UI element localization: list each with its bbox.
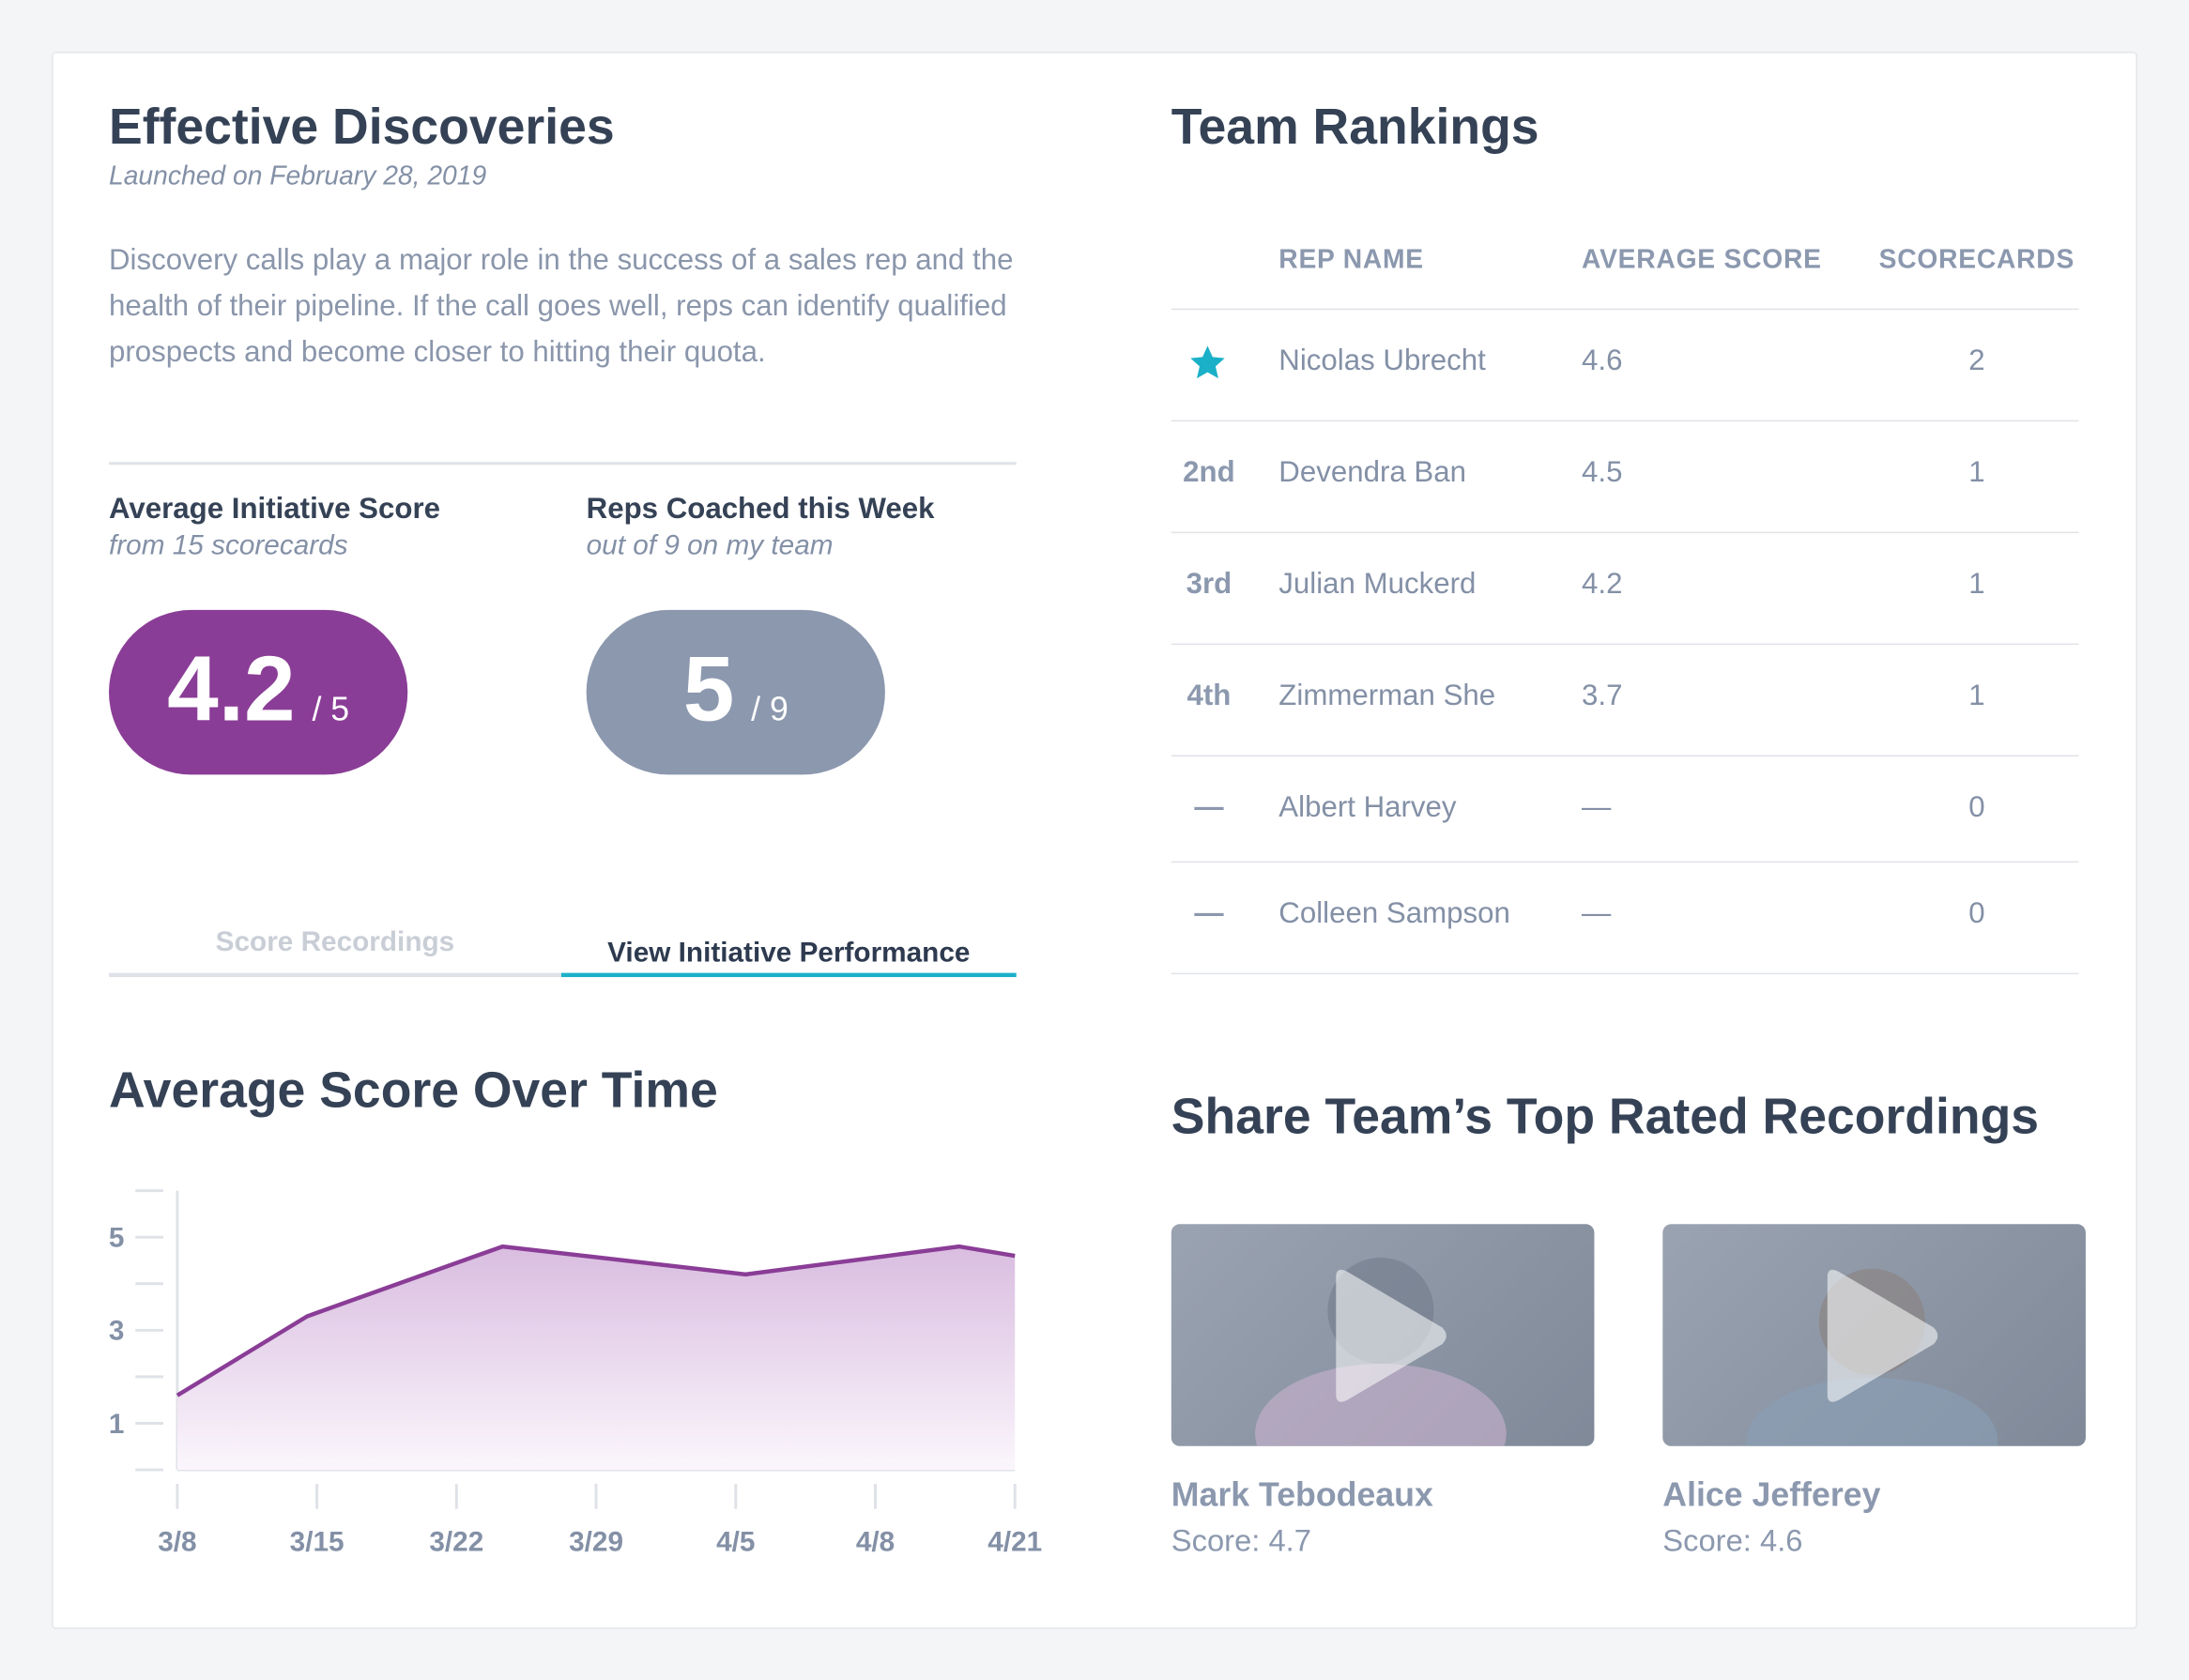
x-tick-label: 3/15 bbox=[290, 1526, 344, 1557]
x-tick-label: 3/22 bbox=[429, 1526, 483, 1557]
recording-score: Score: 4.7 bbox=[1171, 1523, 1311, 1560]
average-score: — bbox=[1582, 897, 1612, 930]
y-tick-label: 3 bbox=[109, 1316, 125, 1347]
scorecards: 0 bbox=[1968, 791, 1985, 824]
average-score: — bbox=[1582, 791, 1612, 824]
average-score: 3.7 bbox=[1582, 680, 1623, 712]
stat-scale: / 9 bbox=[751, 691, 788, 729]
initiative-title: Effective Discoveries bbox=[109, 98, 615, 156]
row-line bbox=[1171, 643, 2079, 646]
sharing-title: Share Team’s Top Rated Recordings bbox=[1171, 1087, 2040, 1145]
play-icon bbox=[1746, 1268, 1998, 1446]
stat-scale: / 5 bbox=[312, 691, 350, 729]
recording-name: Alice Jefferey bbox=[1662, 1476, 1881, 1515]
video-thumbnail[interactable] bbox=[1171, 1224, 1595, 1446]
star-icon bbox=[1188, 344, 1228, 383]
tab-underline bbox=[109, 972, 561, 978]
stat-sublabel: from 15 scorecards bbox=[109, 530, 348, 561]
scorecards: 1 bbox=[1968, 680, 1985, 712]
x-tick-label: 4/5 bbox=[716, 1526, 755, 1557]
score-value: 4.7 bbox=[1268, 1522, 1311, 1558]
average-score: 4.6 bbox=[1582, 344, 1623, 377]
row-line bbox=[1171, 972, 2079, 975]
rank: 3rd bbox=[1186, 568, 1232, 601]
scorecards: 2 bbox=[1968, 344, 1985, 377]
rep-name: Zimmerman She bbox=[1278, 680, 1496, 712]
play-icon bbox=[1255, 1258, 1507, 1446]
stat-sublabel: out of 9 on my team bbox=[586, 530, 834, 561]
scorecards: 1 bbox=[1968, 568, 1985, 601]
line bbox=[176, 1244, 1016, 1397]
tab-active[interactable]: View Initiative Performance bbox=[607, 938, 971, 970]
x-tick-label: 4/8 bbox=[856, 1526, 895, 1557]
chart: 1 3 5 3/8 3/15 3/22 3/29 4/5 4/8 4/21 bbox=[109, 1189, 1042, 1557]
rankings-title: Team Rankings bbox=[1171, 98, 1539, 156]
average-score: 4.2 bbox=[1582, 568, 1623, 601]
column-header: AVERAGE SCORE bbox=[1582, 245, 1822, 275]
recording-score: Score: 4.6 bbox=[1662, 1523, 1802, 1560]
rep-name: Nicolas Ubrecht bbox=[1278, 344, 1486, 377]
rep-name: Albert Harvey bbox=[1278, 791, 1457, 824]
stat-value: 4.2 bbox=[167, 636, 296, 741]
score-pill: 4.2 / 5 bbox=[109, 609, 408, 775]
recording-name: Mark Tebodeaux bbox=[1171, 1476, 1433, 1515]
rank: 4th bbox=[1186, 680, 1232, 712]
x-tick-label: 4/21 bbox=[987, 1526, 1042, 1557]
stat-label: Reps Coached this Week bbox=[586, 492, 935, 526]
rep-name: Devendra Ban bbox=[1278, 456, 1466, 489]
stat-value: 5 bbox=[682, 636, 735, 741]
row-line bbox=[1171, 308, 2079, 311]
score-label: Score: bbox=[1662, 1522, 1752, 1558]
column-header: SCORECARDS bbox=[1878, 245, 2075, 275]
y-tick-label: 5 bbox=[109, 1223, 125, 1254]
rank: 2nd bbox=[1183, 456, 1235, 489]
rep-name: Julian Muckerd bbox=[1278, 568, 1477, 601]
row-line bbox=[1171, 531, 2079, 534]
area bbox=[176, 1246, 1016, 1471]
score-label: Score: bbox=[1171, 1522, 1261, 1558]
row-line bbox=[1171, 420, 2079, 422]
stat-label: Average Initiative Score bbox=[109, 492, 440, 526]
scorecards: 1 bbox=[1968, 456, 1985, 489]
x-tick-label: 3/29 bbox=[569, 1526, 623, 1557]
scorecards: 0 bbox=[1968, 897, 1985, 930]
score-value: 4.6 bbox=[1759, 1522, 1803, 1558]
rank: — bbox=[1194, 791, 1224, 824]
divider bbox=[109, 462, 1017, 466]
rank: — bbox=[1194, 897, 1224, 930]
average-score: 4.5 bbox=[1582, 456, 1623, 489]
tab[interactable]: Score Recordings bbox=[215, 926, 455, 958]
tab-underline-active bbox=[560, 972, 1017, 978]
y-tick-label: 1 bbox=[109, 1409, 125, 1440]
reps-pill: 5 / 9 bbox=[586, 609, 885, 775]
launch-date: Launched on February 28, 2019 bbox=[109, 161, 487, 191]
video-thumbnail[interactable] bbox=[1662, 1224, 2086, 1446]
column-header: REP NAME bbox=[1278, 245, 1424, 275]
row-line bbox=[1171, 861, 2079, 863]
description: Discovery calls play a major role in the… bbox=[109, 244, 1014, 369]
rep-name: Colleen Sampson bbox=[1278, 897, 1510, 930]
chart-title: Average Score Over Time bbox=[109, 1061, 718, 1119]
x-tick-label: 3/8 bbox=[158, 1526, 196, 1557]
